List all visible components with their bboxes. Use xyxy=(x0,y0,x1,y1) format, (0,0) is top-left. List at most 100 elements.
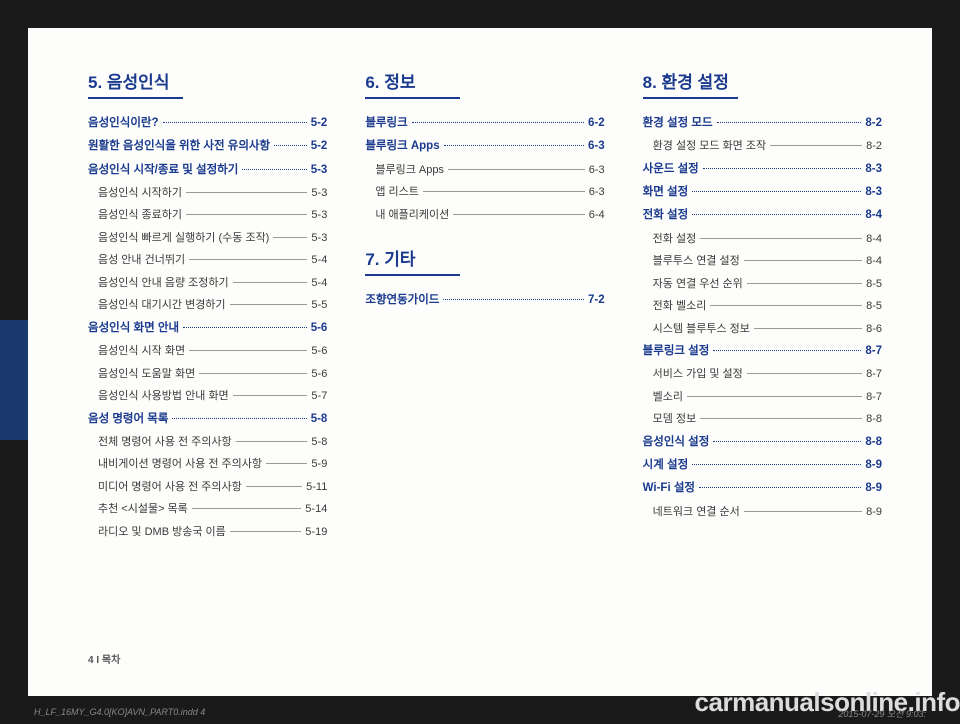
toc-section: 조향연동가이드7-2 xyxy=(365,292,604,309)
toc-page: 8-2 xyxy=(866,138,882,155)
toc-subitem: 라디오 및 DMB 방송국 이름5-19 xyxy=(88,524,327,541)
toc-page: 8-5 xyxy=(866,276,882,293)
leader-line xyxy=(192,508,301,509)
leader-line xyxy=(687,396,862,397)
toc-subitem: 미디어 명령어 사용 전 주의사항5-11 xyxy=(88,479,327,496)
toc-page: 5-3 xyxy=(311,162,328,179)
toc-page: 5-3 xyxy=(311,185,327,202)
toc-label: 자동 연결 우선 순위 xyxy=(653,276,743,293)
toc-subitem: 내비게이션 명령어 사용 전 주의사항5-9 xyxy=(88,456,327,473)
leader-line xyxy=(713,441,861,442)
toc-subitem: 네트워크 연결 순서8-9 xyxy=(643,504,882,521)
toc-subitem: 앱 리스트 6-3 xyxy=(365,184,604,201)
chapter-title: 6. 정보 xyxy=(365,68,460,99)
toc-page: 8-8 xyxy=(866,411,882,428)
leader-line xyxy=(747,373,862,374)
leader-line xyxy=(423,191,585,192)
toc-page: 8-4 xyxy=(866,231,882,248)
toc-section: 음성인식 설정8-8 xyxy=(643,434,882,451)
toc-label: 블루투스 연결 설정 xyxy=(653,253,740,270)
leader-line xyxy=(186,192,307,193)
toc-page: 5-3 xyxy=(311,207,327,224)
toc-section: Wi-Fi 설정8-9 xyxy=(643,480,882,497)
toc-page: 5-6 xyxy=(311,320,328,337)
toc-label: 네트워크 연결 순서 xyxy=(653,504,740,521)
toc-column: 5. 음성인식음성인식이란?5-2원활한 음성인식을 위한 사전 유의사항5-2… xyxy=(88,68,327,628)
leader-line xyxy=(189,259,307,260)
toc-label: 전화 벨소리 xyxy=(653,298,707,315)
toc-page: 5-2 xyxy=(311,115,328,132)
toc-label: 사운드 설정 xyxy=(643,161,699,178)
leader-line xyxy=(692,191,861,192)
toc-page: 8-6 xyxy=(866,321,882,338)
toc-subitem: 서비스 가입 및 설정8-7 xyxy=(643,366,882,383)
toc-page: 5-14 xyxy=(305,501,327,518)
toc-column: 6. 정보블루링크6-2블루링크 Apps6-3블루링크 Apps6-3앱 리스… xyxy=(365,68,604,628)
toc-label: 블루링크 Apps xyxy=(365,138,439,155)
chapter-title: 7. 기타 xyxy=(365,245,460,276)
leader-line xyxy=(448,169,585,170)
toc-page: 5-6 xyxy=(311,366,327,383)
leader-line xyxy=(443,299,584,300)
toc-subitem: 벨소리8-7 xyxy=(643,389,882,406)
toc-page: 5-3 xyxy=(311,230,327,247)
toc-subitem: 음성 안내 건너뛰기5-4 xyxy=(88,252,327,269)
toc-label: 앱 리스트 xyxy=(375,184,419,201)
toc-subitem: 블루투스 연결 설정8-4 xyxy=(643,253,882,270)
toc-label: 벨소리 xyxy=(653,389,683,406)
toc-subitem: 음성인식 사용방법 안내 화면5-7 xyxy=(88,388,327,405)
leader-line xyxy=(692,464,861,465)
toc-columns: 5. 음성인식음성인식이란?5-2원활한 음성인식을 위한 사전 유의사항5-2… xyxy=(88,68,882,628)
chapter-title: 5. 음성인식 xyxy=(88,68,183,99)
toc-subitem: 모뎀 정보 8-8 xyxy=(643,411,882,428)
toc-label: 음성인식 시작 화면 xyxy=(98,343,185,360)
toc-label: 전화 설정 xyxy=(643,207,689,224)
toc-label: 음성인식 사용방법 안내 화면 xyxy=(98,388,229,405)
toc-page: 8-7 xyxy=(866,366,882,383)
toc-page: 8-3 xyxy=(865,184,882,201)
toc-section: 블루링크 Apps6-3 xyxy=(365,138,604,155)
leader-line xyxy=(754,328,862,329)
toc-page: 5-8 xyxy=(311,411,328,428)
leader-line xyxy=(186,214,307,215)
toc-label: 환경 설정 모드 xyxy=(643,115,713,132)
leader-line xyxy=(444,145,584,146)
toc-page: 8-7 xyxy=(865,343,882,360)
leader-line xyxy=(744,511,862,512)
toc-subitem: 음성인식 도움말 화면5-6 xyxy=(88,366,327,383)
leader-line xyxy=(744,260,862,261)
leader-line xyxy=(233,395,308,396)
page: 5. 음성인식음성인식이란?5-2원활한 음성인식을 위한 사전 유의사항5-2… xyxy=(28,28,932,696)
chapter-block: 6. 정보블루링크6-2블루링크 Apps6-3블루링크 Apps6-3앱 리스… xyxy=(365,68,604,223)
toc-label: 추천 <시설물> 목록 xyxy=(98,501,188,518)
toc-label: 음성인식 시작/종료 및 설정하기 xyxy=(88,162,238,179)
toc-label: 음성인식 종료하기 xyxy=(98,207,182,224)
toc-page: 8-9 xyxy=(865,457,882,474)
toc-section: 음성 명령어 목록5-8 xyxy=(88,411,327,428)
toc-subitem: 전체 명령어 사용 전 주의사항5-8 xyxy=(88,434,327,451)
toc-section: 시계 설정8-9 xyxy=(643,457,882,474)
toc-label: 모뎀 정보 xyxy=(653,411,697,428)
toc-page: 8-3 xyxy=(865,161,882,178)
toc-page: 5-19 xyxy=(305,524,327,541)
leader-line xyxy=(273,237,307,238)
toc-section: 사운드 설정 8-3 xyxy=(643,161,882,178)
toc-subitem: 전화 벨소리 8-5 xyxy=(643,298,882,315)
toc-page: 6-4 xyxy=(589,207,605,224)
toc-label: 환경 설정 모드 화면 조작 xyxy=(653,138,766,155)
toc-label: 블루링크 Apps xyxy=(375,162,444,179)
toc-subitem: 자동 연결 우선 순위 8-5 xyxy=(643,276,882,293)
leader-line xyxy=(703,168,862,169)
toc-label: 블루링크 설정 xyxy=(643,343,710,360)
leader-line xyxy=(233,282,308,283)
leader-line xyxy=(700,418,862,419)
toc-page: 5-8 xyxy=(311,434,327,451)
toc-section: 블루링크6-2 xyxy=(365,115,604,132)
toc-page: 8-5 xyxy=(866,298,882,315)
toc-label: 시스템 블루투스 정보 xyxy=(653,321,750,338)
toc-page: 5-11 xyxy=(306,479,327,496)
leader-line xyxy=(747,283,862,284)
toc-label: 음성인식 안내 음량 조정하기 xyxy=(98,275,229,292)
toc-page: 6-3 xyxy=(589,184,605,201)
print-meta-date: 2015-07-29 오전 9:03: xyxy=(838,707,926,720)
